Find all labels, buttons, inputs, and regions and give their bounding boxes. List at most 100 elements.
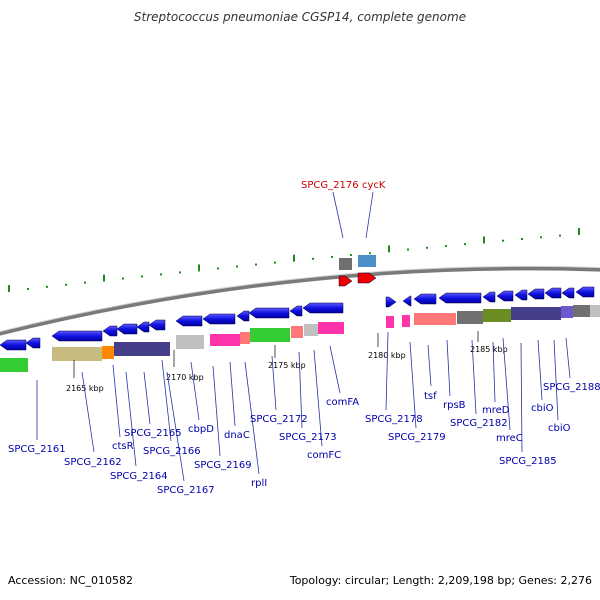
leader-line — [190, 361, 200, 421]
gene-arrow — [136, 321, 150, 333]
leader-line — [298, 351, 303, 429]
feature-block — [483, 309, 511, 322]
gene-label[interactable]: rpsB — [443, 400, 466, 411]
tick-mark — [198, 264, 200, 272]
gene-label[interactable]: rplI — [251, 478, 267, 489]
leader-line — [329, 345, 341, 394]
leader-line — [427, 344, 432, 387]
gene-label[interactable]: SPCG_2166 — [143, 446, 201, 457]
gene-label[interactable]: SPCG_2182 — [450, 418, 508, 429]
leader-line — [112, 364, 121, 438]
feature-block — [339, 258, 352, 270]
tick-mark — [578, 227, 580, 235]
genome-title: Streptococcus pneumoniae CGSP14, complet… — [133, 10, 467, 24]
leader-line — [313, 349, 323, 447]
tick-mark — [46, 285, 48, 288]
leader-line — [520, 342, 523, 453]
gene-arrow — [514, 289, 528, 301]
tick-mark — [540, 236, 542, 239]
gene-arrow — [482, 291, 496, 303]
genome-backbone — [0, 266, 600, 336]
leader-line — [409, 341, 417, 429]
gene-label[interactable]: SPCG_2173 — [279, 432, 337, 443]
gene-arrow — [116, 323, 138, 335]
gene-arrow — [248, 307, 290, 319]
gene-arrow — [357, 272, 377, 284]
tick-mark — [426, 246, 428, 249]
gene-label[interactable]: SPCG_2165 — [124, 428, 182, 439]
topology-text: Topology: circular; Length: 2,209,198 bp… — [289, 574, 592, 587]
leader-line — [365, 191, 374, 239]
gene-label[interactable]: SPCG_2176 — [301, 180, 359, 191]
gene-label[interactable]: ctsR — [112, 441, 134, 452]
feature-block — [386, 316, 394, 328]
gene-label[interactable]: SPCG_2179 — [388, 432, 446, 443]
leader-line — [385, 331, 389, 411]
gene-arrow — [544, 287, 562, 299]
gene-label[interactable]: cbpD — [188, 424, 214, 435]
feature-tracks — [0, 255, 600, 372]
gene-label[interactable]: SPCG_2161 — [8, 444, 66, 455]
tick-mark — [464, 243, 466, 246]
gene-label[interactable]: SPCG_2172 — [250, 414, 308, 425]
tick-mark — [559, 234, 561, 237]
feature-block — [250, 328, 290, 342]
tick-mark — [236, 265, 238, 268]
tick-mark — [369, 252, 371, 255]
gene-arrow — [438, 292, 482, 304]
tick-mark — [407, 248, 409, 251]
tick-mark — [27, 287, 29, 290]
gene-arrow — [25, 337, 41, 349]
leader-line — [161, 359, 172, 442]
feature-block — [511, 307, 561, 320]
feature-block — [457, 311, 483, 324]
tick-mark — [160, 273, 162, 276]
feature-block — [0, 358, 28, 372]
gene-label[interactable]: comFC — [307, 450, 341, 461]
tick-mark — [293, 254, 295, 262]
gene-arrow — [302, 302, 344, 314]
gene-label[interactable]: mreD — [482, 405, 510, 416]
gene-label[interactable]: cycK — [362, 180, 386, 191]
leader-line — [212, 365, 221, 457]
gene-label[interactable]: SPCG_2164 — [110, 471, 168, 482]
gene-label[interactable]: mreC — [496, 433, 523, 444]
gene-label[interactable]: SPCG_2162 — [64, 457, 122, 468]
gene-label[interactable]: SPCG_2185 — [499, 456, 557, 467]
gene-label[interactable]: comFA — [326, 397, 359, 408]
leader-line — [471, 339, 477, 415]
leader-line — [143, 371, 151, 425]
tick-mark — [65, 283, 67, 286]
feature-block — [590, 305, 600, 317]
feature-block — [102, 346, 114, 359]
tick-mark — [8, 285, 10, 293]
gene-label[interactable]: SPCG_2188 — [543, 382, 600, 393]
tick-mark — [388, 245, 390, 253]
gene-label[interactable]: cbiO — [531, 403, 554, 414]
feature-block — [291, 326, 303, 338]
gene-arrow — [51, 330, 103, 342]
label-leader-lines — [36, 191, 571, 482]
tick-mark — [179, 271, 181, 274]
gene-label[interactable]: cbiO — [548, 423, 571, 434]
gene-label[interactable]: tsf — [424, 391, 437, 402]
gene-labels: SPCG_2161 SPCG_2162 ctsR SPCG_2164 SPCG_… — [8, 180, 600, 496]
gene-arrow — [289, 305, 303, 317]
genome-backbone-highlight — [0, 265, 600, 333]
gene-arrow — [0, 339, 27, 351]
gene-label[interactable]: SPCG_2178 — [365, 414, 423, 425]
feature-block — [414, 313, 436, 325]
feature-block — [358, 255, 376, 267]
gene-arrow — [338, 275, 353, 287]
gene-arrow — [527, 288, 545, 300]
gene-arrow — [175, 315, 203, 327]
leader-line — [492, 341, 496, 403]
gene-label[interactable]: dnaC — [224, 430, 250, 441]
gene-label[interactable]: SPCG_2169 — [194, 460, 252, 471]
feature-block — [573, 305, 590, 317]
gene-label[interactable]: SPCG_2167 — [157, 485, 215, 496]
tick-mark — [521, 237, 523, 240]
tick-marks — [8, 227, 580, 293]
tick-mark — [84, 281, 86, 284]
